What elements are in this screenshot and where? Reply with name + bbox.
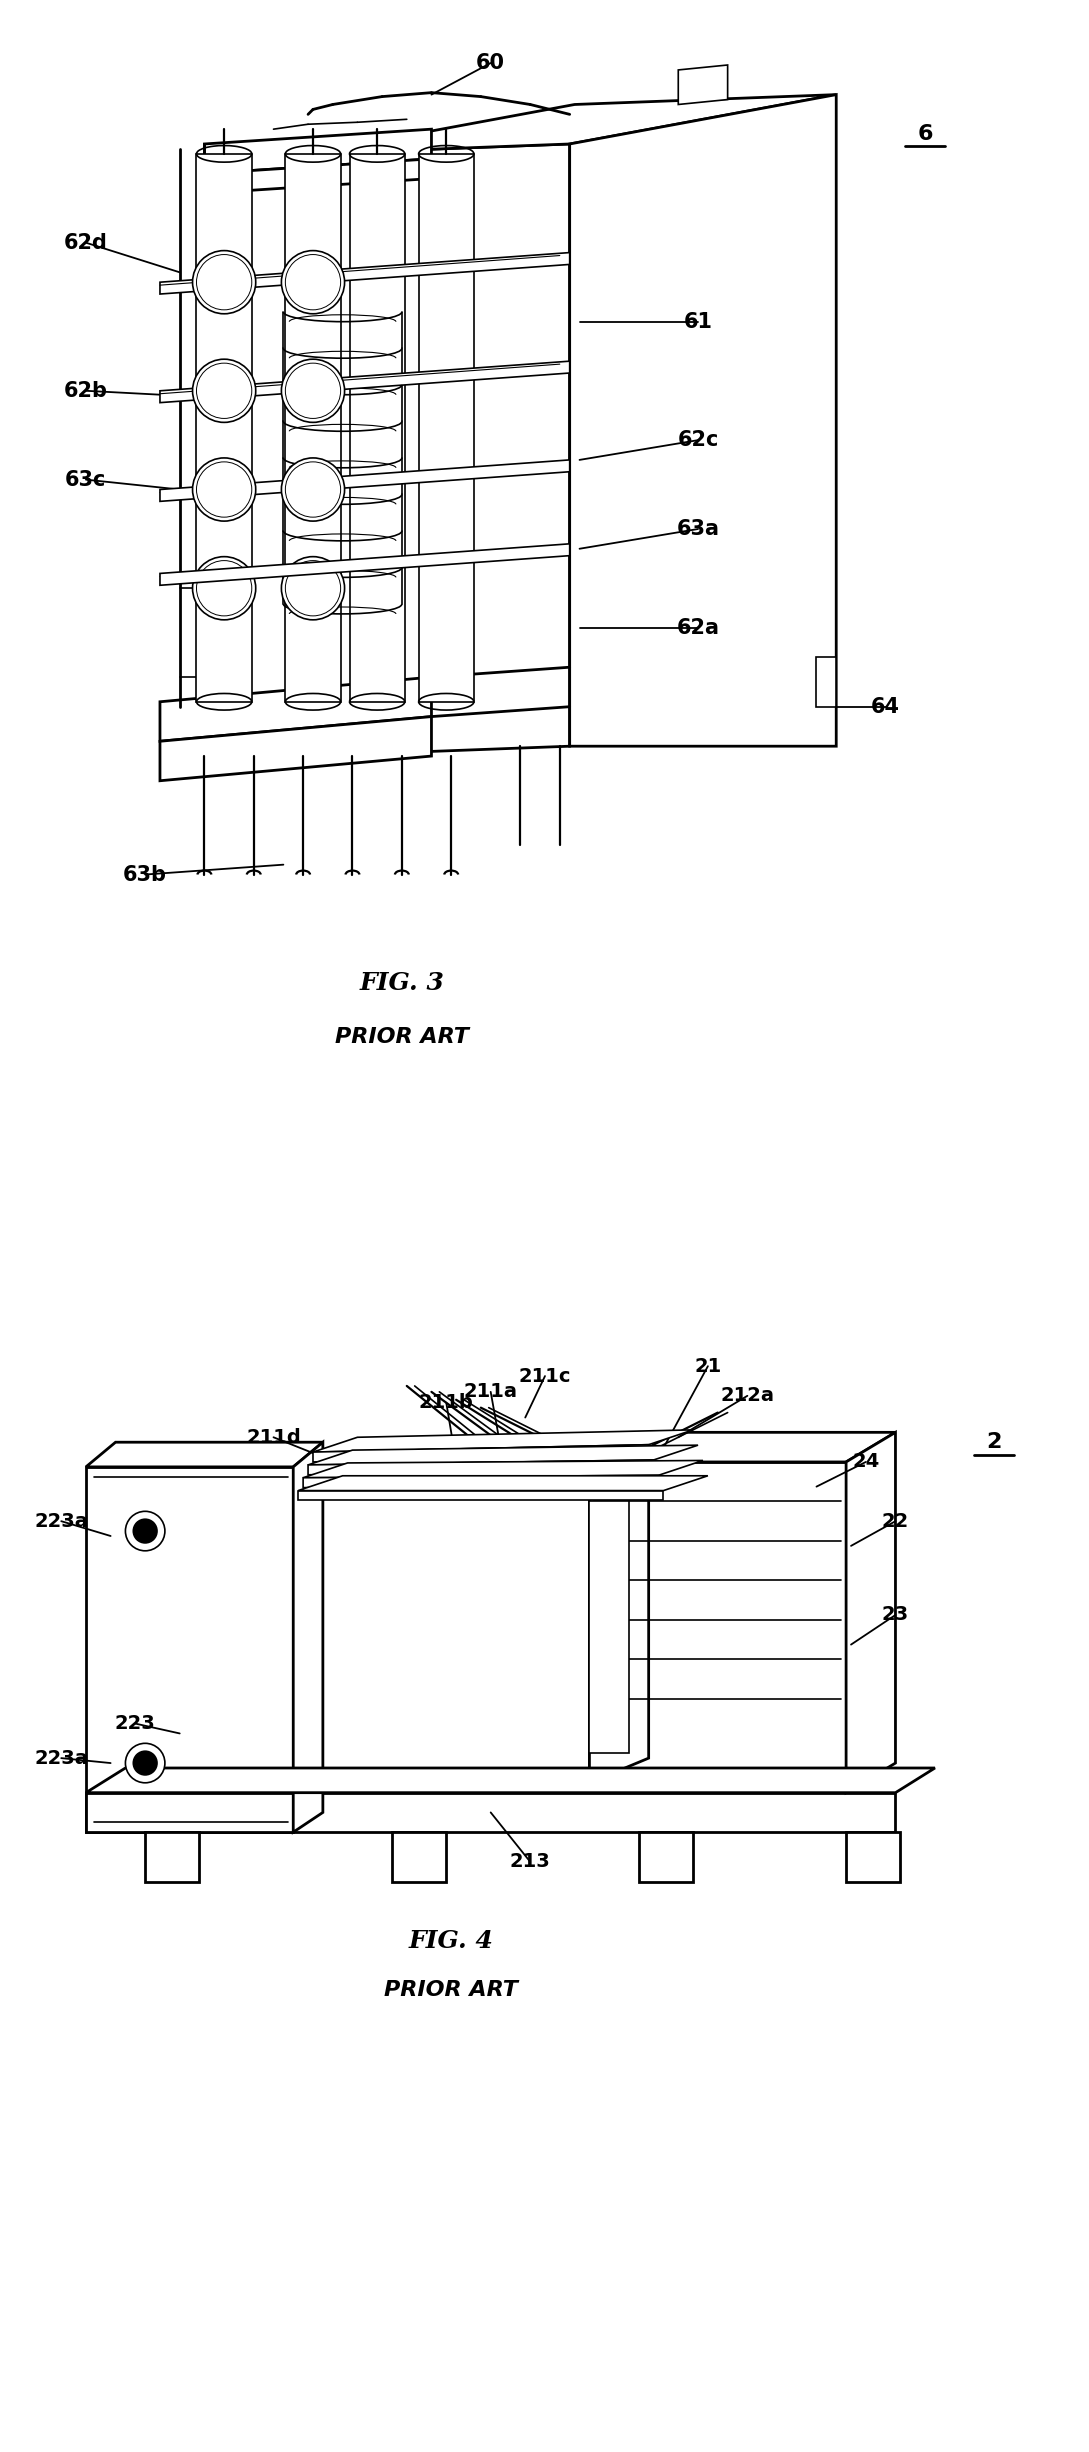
Text: PRIOR ART: PRIOR ART [384,1981,518,2001]
Polygon shape [86,1792,895,1832]
Circle shape [125,1510,164,1550]
Circle shape [193,459,256,522]
Polygon shape [589,1452,649,1783]
Circle shape [285,461,341,517]
Circle shape [193,358,256,422]
Polygon shape [160,253,570,294]
Circle shape [285,562,341,615]
Circle shape [281,358,344,422]
Polygon shape [298,1476,708,1491]
Text: PRIOR ART: PRIOR ART [335,1027,468,1047]
Text: 211b: 211b [419,1393,474,1412]
Polygon shape [298,1491,663,1501]
Polygon shape [308,96,836,154]
Circle shape [193,250,256,314]
Polygon shape [86,1466,293,1832]
Polygon shape [313,1486,589,1783]
Text: 213: 213 [510,1851,551,1871]
Polygon shape [303,1476,659,1488]
Polygon shape [308,145,570,755]
Circle shape [133,1520,157,1542]
Polygon shape [846,1432,895,1792]
Circle shape [281,459,344,522]
Text: 22: 22 [882,1513,909,1530]
Polygon shape [160,360,570,402]
Polygon shape [285,154,341,701]
Text: 60: 60 [476,54,505,74]
Polygon shape [589,1432,895,1461]
Text: 212a: 212a [721,1385,774,1405]
Text: 62a: 62a [676,618,720,638]
Text: 21: 21 [695,1356,722,1376]
Polygon shape [313,1430,693,1452]
Polygon shape [160,544,570,586]
Polygon shape [678,66,727,105]
Polygon shape [639,1832,693,1881]
Polygon shape [313,1444,649,1461]
Polygon shape [589,1461,846,1792]
Polygon shape [293,1442,322,1832]
Text: 2: 2 [987,1432,1002,1452]
Circle shape [285,363,341,419]
Text: FIG. 3: FIG. 3 [359,971,444,996]
Polygon shape [589,1501,629,1753]
Polygon shape [196,154,252,701]
Polygon shape [303,1461,703,1479]
Polygon shape [817,657,836,706]
Circle shape [285,255,341,309]
Polygon shape [570,96,836,745]
Text: 62c: 62c [677,429,719,451]
Text: 62b: 62b [64,380,108,400]
Polygon shape [313,1452,649,1486]
Polygon shape [160,716,431,780]
Circle shape [196,461,252,517]
Circle shape [281,250,344,314]
Text: 62d: 62d [64,233,108,253]
Text: 211c: 211c [518,1366,572,1385]
Text: 24: 24 [853,1452,880,1471]
Polygon shape [308,1444,698,1464]
Polygon shape [846,1832,901,1881]
Text: 223a: 223a [35,1513,88,1530]
Polygon shape [392,1832,446,1881]
Text: 211d: 211d [246,1427,301,1447]
Polygon shape [160,461,570,500]
Text: 63b: 63b [123,866,167,885]
Text: 63a: 63a [676,520,720,539]
Polygon shape [86,1442,322,1466]
Text: 61: 61 [684,311,712,331]
Text: 223a: 223a [35,1748,88,1768]
Text: 223: 223 [115,1714,156,1734]
Text: 64: 64 [871,696,901,716]
Polygon shape [418,154,474,701]
Text: 23: 23 [882,1606,909,1626]
Polygon shape [350,154,405,701]
Circle shape [196,363,252,419]
Polygon shape [160,677,431,741]
Text: 63c: 63c [65,471,107,490]
Circle shape [125,1743,164,1783]
Text: 6: 6 [917,125,933,145]
Text: 211a: 211a [464,1383,517,1403]
Circle shape [193,557,256,620]
Polygon shape [205,159,431,194]
Circle shape [281,557,344,620]
Polygon shape [145,1832,199,1881]
Circle shape [196,255,252,309]
Text: FIG. 4: FIG. 4 [408,1930,493,1952]
Circle shape [133,1751,157,1775]
Circle shape [196,562,252,615]
Polygon shape [308,1459,653,1474]
Polygon shape [86,1768,935,1792]
Polygon shape [205,130,431,174]
